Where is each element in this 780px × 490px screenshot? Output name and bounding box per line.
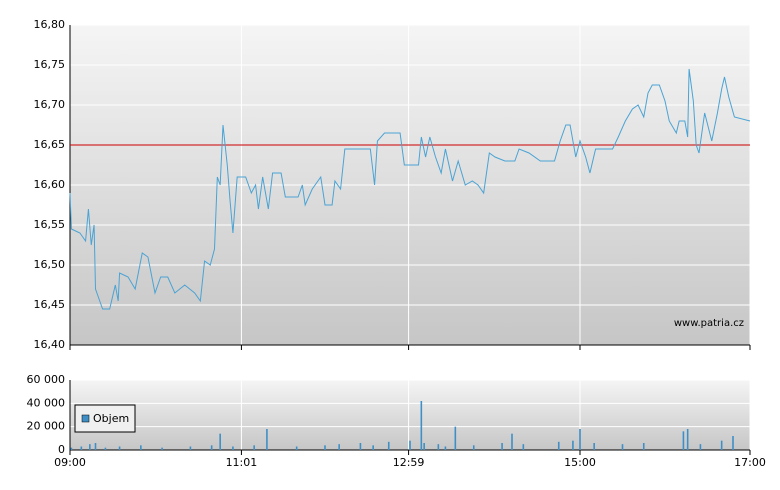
y-tick-label: 40 000: [27, 396, 66, 409]
volume-bar: [501, 443, 503, 450]
volume-bar: [699, 444, 702, 450]
volume-bar: [572, 440, 574, 450]
volume-bar: [593, 443, 595, 450]
volume-bar: [161, 447, 163, 450]
volume-bar: [232, 446, 234, 450]
watermark: www.patria.cz: [674, 318, 744, 329]
volume-bar: [409, 440, 411, 450]
y-tick-label: 16,55: [34, 218, 66, 231]
volume-bar: [266, 429, 268, 450]
plot-area: [70, 380, 750, 450]
volume-bar: [522, 444, 525, 450]
volume-bar: [324, 445, 326, 450]
volume-bar: [642, 443, 645, 450]
y-tick-label: 20 000: [27, 420, 66, 433]
volume-bar: [437, 444, 440, 450]
volume-bar: [454, 426, 457, 450]
volume-bar: [423, 443, 425, 450]
price-line: [69, 68, 751, 310]
volume-bar: [80, 446, 83, 450]
y-tick-label: 16,60: [34, 178, 66, 191]
x-tick-label: 11:01: [226, 456, 258, 469]
legend-swatch: [81, 414, 90, 423]
volume-bar: [472, 445, 475, 450]
volume-bar: [118, 446, 121, 450]
volume-bar: [210, 445, 213, 450]
y-tick-label: 16,70: [34, 98, 66, 111]
volume-bar: [511, 433, 513, 450]
y-tick-label: 16,75: [34, 58, 66, 71]
x-tick-label: 12:59: [393, 456, 425, 469]
volume-bar: [104, 447, 107, 450]
volume-bar: [70, 447, 73, 450]
volume-bar: [359, 443, 362, 450]
volume-bar: [686, 429, 689, 450]
y-tick-label: 16,50: [34, 258, 66, 271]
x-tick-label: 15:00: [564, 456, 596, 469]
volume-bar: [253, 445, 255, 450]
y-tick-label: 16,40: [34, 338, 66, 351]
volume-bar: [372, 445, 374, 450]
volume-bar: [732, 436, 734, 450]
volume-bar: [444, 446, 447, 450]
legend-label: Objem: [93, 412, 129, 425]
y-tick-label: 16,45: [34, 298, 66, 311]
y-tick-label: 16,80: [34, 18, 66, 31]
volume-bar: [295, 446, 298, 450]
volume-bar: [140, 445, 142, 450]
volume-bar: [89, 444, 91, 450]
y-tick-label: 16,65: [34, 138, 66, 151]
legend-box: [74, 404, 136, 433]
volume-bar: [387, 441, 390, 450]
volume-bar: [219, 433, 221, 450]
volume-bar: [621, 444, 624, 450]
volume-bar: [94, 443, 97, 450]
volume-bar: [720, 440, 723, 450]
x-tick-label: 09:00: [54, 456, 86, 469]
y-tick-label: 0: [58, 443, 65, 456]
volume-bar: [557, 441, 560, 450]
x-tick-label: 17:00: [734, 456, 766, 469]
volume-bar: [420, 401, 423, 450]
volume-bar: [579, 429, 581, 450]
volume-bar: [338, 444, 340, 450]
y-tick-label: 60 000: [27, 373, 66, 386]
volume-bar: [682, 431, 685, 450]
volume-bar: [189, 446, 192, 450]
